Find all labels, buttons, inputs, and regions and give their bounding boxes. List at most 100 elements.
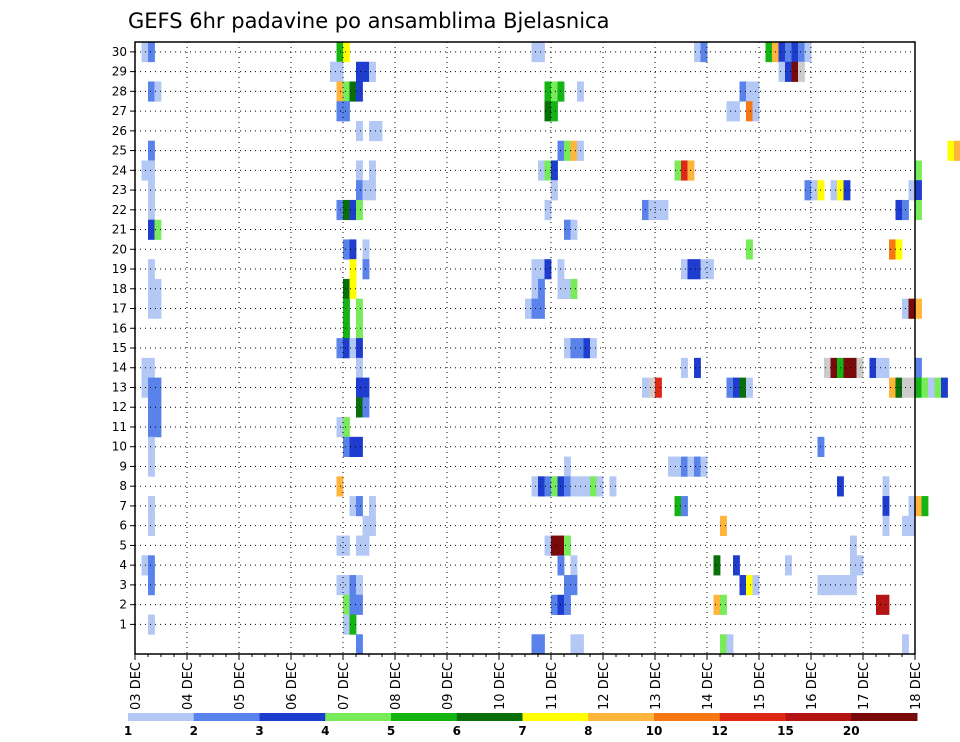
heatmap-cell — [694, 456, 701, 477]
heatmap-cell — [356, 436, 363, 457]
heatmap-cell — [791, 42, 799, 63]
heatmap-cell — [349, 278, 357, 300]
heatmap-cell — [681, 160, 688, 181]
colorbar-tick-label: 5 — [387, 724, 395, 738]
heatmap-cell — [336, 81, 344, 102]
colorbar-tick-label: 15 — [777, 724, 794, 738]
y-tick-label: 15 — [112, 341, 127, 355]
heatmap-cell — [733, 377, 740, 398]
x-tick-label: 14 DEC — [701, 662, 716, 710]
y-tick-label: 7 — [119, 499, 127, 513]
heatmap-cell — [148, 278, 155, 300]
heatmap-cell — [856, 555, 864, 576]
heatmap-cell — [336, 417, 344, 438]
heatmap-cell — [538, 160, 545, 181]
heatmap-cell — [681, 259, 688, 280]
heatmap-cell — [869, 357, 877, 379]
heatmap-cell — [843, 180, 851, 201]
heatmap-cell — [544, 476, 552, 497]
heatmap-cell — [148, 436, 155, 457]
heatmap-cell — [356, 338, 363, 359]
heatmap-cell — [700, 42, 708, 63]
heatmap-cell — [343, 338, 350, 359]
heatmap-cell — [824, 357, 831, 379]
heatmap-cell — [538, 259, 545, 280]
heatmap-cell — [154, 397, 162, 418]
heatmap-cell — [947, 140, 955, 161]
heatmap-cell — [544, 81, 552, 102]
y-tick-label: 9 — [119, 459, 127, 473]
heatmap-cell — [674, 160, 682, 181]
heatmap-cell — [349, 496, 357, 517]
x-tick-label: 04 DEC — [181, 662, 196, 710]
x-tick-label: 07 DEC — [337, 662, 352, 710]
heatmap-cell — [908, 298, 916, 319]
heatmap-cell — [915, 160, 922, 181]
heatmap-cell — [343, 436, 350, 457]
heatmap-cell — [148, 614, 155, 635]
heatmap-cell — [538, 42, 545, 63]
heatmap-cell — [726, 101, 734, 122]
y-tick-label: 22 — [112, 203, 127, 217]
axes: 1234567891011121314151617181920212223242… — [112, 45, 924, 710]
heatmap-cell — [570, 219, 578, 240]
y-tick-label: 18 — [112, 282, 127, 296]
y-tick-label: 29 — [112, 65, 127, 79]
heatmap-cell — [369, 515, 376, 536]
heatmap-cell — [154, 298, 162, 319]
heatmap-cell — [915, 357, 922, 379]
heatmap-cell — [154, 377, 162, 398]
heatmap-cell — [148, 417, 155, 438]
heatmap-cell — [343, 594, 350, 615]
heatmap-cell — [356, 594, 363, 615]
heatmap-cell — [733, 101, 740, 122]
heatmap-cell — [609, 476, 617, 497]
x-tick-label: 16 DEC — [805, 662, 820, 710]
heatmap-cell — [564, 278, 571, 300]
y-tick-label: 11 — [112, 420, 127, 434]
x-tick-label: 15 DEC — [753, 662, 768, 710]
heatmap-cell — [148, 180, 155, 201]
heatmap-cell — [369, 120, 376, 142]
heatmap-cell — [343, 42, 350, 63]
heatmap-cell — [850, 535, 857, 556]
heatmap-cell — [148, 456, 155, 477]
heatmap-cell — [668, 456, 675, 477]
heatmap-cell — [343, 318, 350, 339]
colorbar-swatch — [259, 713, 326, 721]
heatmap-cell — [720, 634, 727, 655]
heatmap-cell — [356, 496, 363, 517]
heatmap-cell — [356, 377, 363, 398]
colorbar-swatch — [851, 713, 918, 721]
heatmap-cell — [570, 575, 578, 596]
heatmap-cell — [850, 555, 857, 576]
heatmap-cell — [148, 219, 155, 240]
x-tick-label: 06 DEC — [285, 662, 300, 710]
heatmap-cell — [804, 180, 812, 201]
heatmap-cell — [804, 42, 812, 63]
heatmap-cell — [915, 199, 922, 221]
heatmap-cell — [739, 81, 747, 102]
heatmap-cell — [720, 515, 727, 536]
heatmap-cell — [895, 377, 903, 398]
heatmap-cell — [694, 357, 701, 379]
heatmap-cell — [356, 180, 363, 201]
heatmap-cell — [921, 496, 929, 517]
heatmap-cell — [336, 476, 344, 497]
heatmap-cell — [349, 436, 357, 457]
heatmap-cell — [356, 357, 363, 379]
y-tick-label: 10 — [112, 440, 127, 454]
heatmap-cell — [349, 239, 357, 260]
heatmap-cell — [141, 555, 149, 576]
heatmap-cell — [785, 555, 792, 576]
x-tick-label: 05 DEC — [233, 662, 248, 710]
heatmap-cell — [564, 575, 571, 596]
colorbar: 1 2 3 4 5 6 7 8 10 12 15 20 — [124, 713, 918, 738]
colorbar-swatch — [654, 713, 721, 721]
colorbar-swatch — [719, 713, 786, 721]
x-tick-label: 03 DEC — [129, 662, 144, 710]
x-tick-label: 18 DEC — [909, 662, 924, 710]
x-tick-label: 10 DEC — [493, 662, 508, 710]
heatmap-cell — [538, 298, 545, 319]
colorbar-swatch — [456, 713, 523, 721]
